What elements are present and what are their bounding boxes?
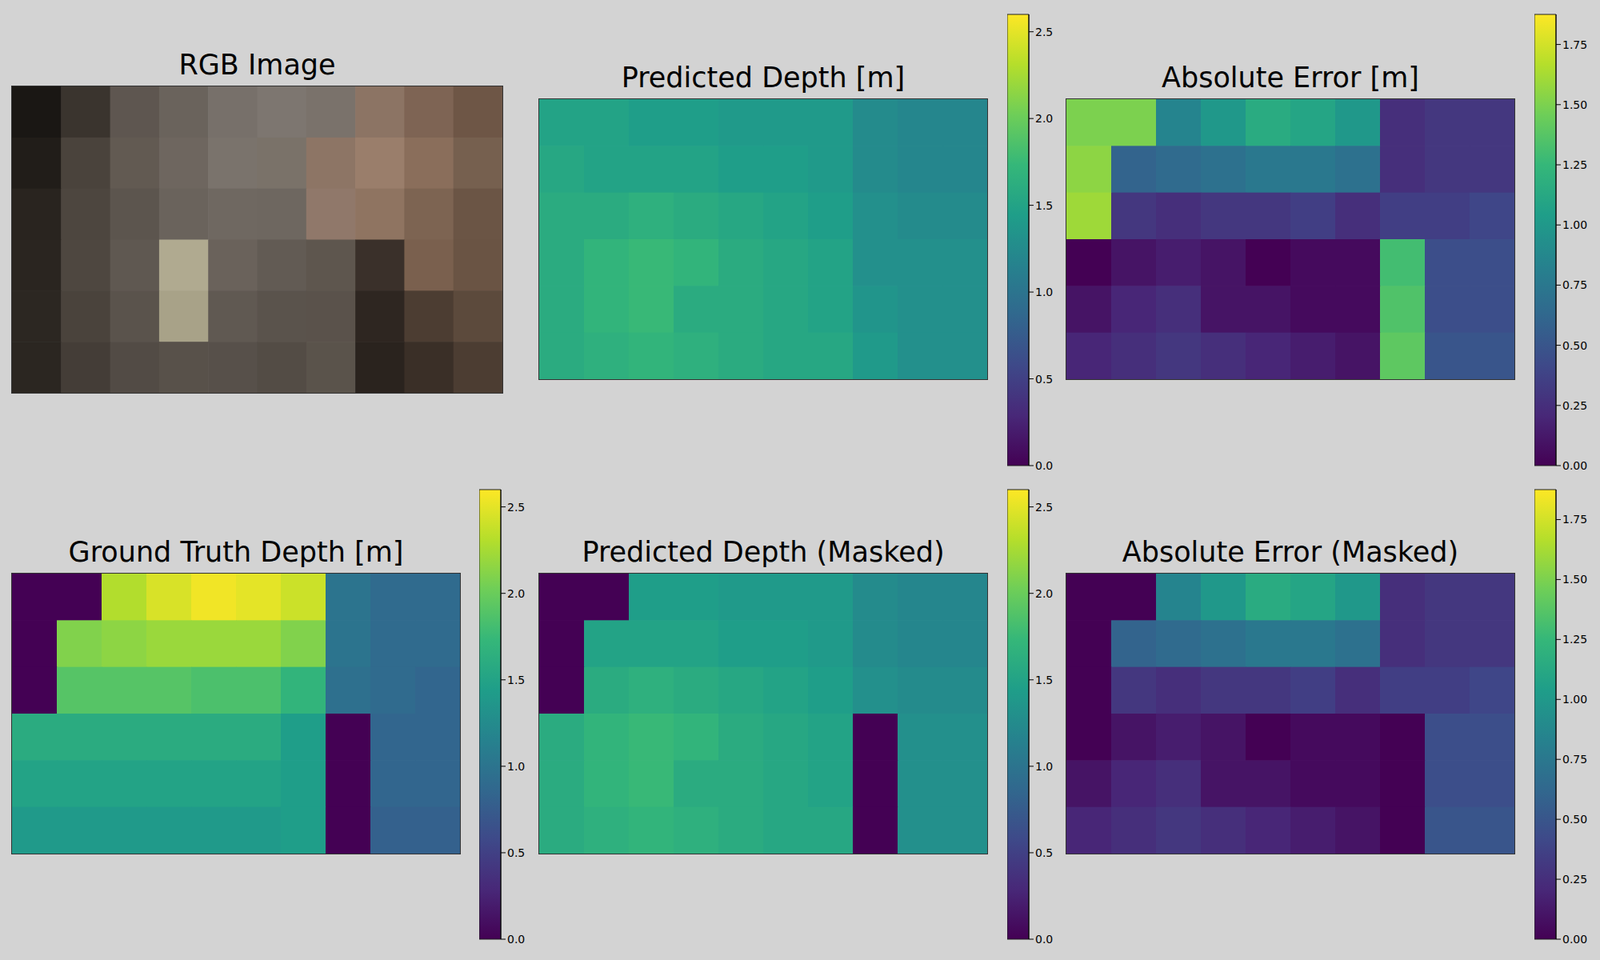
svg-text:1.5: 1.5 bbox=[507, 673, 525, 687]
svg-text:2.0: 2.0 bbox=[507, 587, 525, 600]
svg-text:0.50: 0.50 bbox=[1562, 339, 1588, 352]
svg-text:0.75: 0.75 bbox=[1562, 278, 1588, 292]
svg-text:0.00: 0.00 bbox=[1562, 459, 1588, 472]
svg-text:1.50: 1.50 bbox=[1562, 98, 1588, 112]
svg-text:0.25: 0.25 bbox=[1562, 872, 1588, 886]
svg-text:2.0: 2.0 bbox=[1035, 587, 1053, 600]
svg-text:2.5: 2.5 bbox=[507, 500, 525, 514]
svg-text:1.0: 1.0 bbox=[1035, 760, 1053, 773]
svg-text:1.25: 1.25 bbox=[1562, 158, 1588, 172]
svg-text:0.5: 0.5 bbox=[1035, 372, 1053, 386]
svg-text:0.5: 0.5 bbox=[1035, 846, 1053, 860]
svg-text:1.75: 1.75 bbox=[1562, 38, 1588, 52]
html-text:Ground Truth Depth [m]: Ground Truth Depth [m] bbox=[68, 536, 404, 568]
svg-text:0.0: 0.0 bbox=[507, 932, 525, 946]
svg-text:0.0: 0.0 bbox=[1035, 459, 1053, 472]
svg-text:1.5: 1.5 bbox=[1035, 673, 1053, 687]
svg-text:2.5: 2.5 bbox=[1035, 25, 1053, 39]
svg-text:1.0: 1.0 bbox=[507, 760, 525, 773]
html-text:RGB Image: RGB Image bbox=[178, 48, 336, 81]
svg-text:0.75: 0.75 bbox=[1562, 752, 1588, 766]
svg-text:1.50: 1.50 bbox=[1562, 572, 1588, 586]
html-text:Predicted Depth (Masked): Predicted Depth (Masked) bbox=[581, 536, 945, 568]
svg-text:1.5: 1.5 bbox=[1035, 199, 1053, 212]
svg-text:1.75: 1.75 bbox=[1562, 512, 1588, 526]
html-text:Predicted Depth [m]: Predicted Depth [m] bbox=[621, 61, 906, 94]
svg-text:0.00: 0.00 bbox=[1562, 932, 1588, 946]
html-text:Absolute Error (Masked): Absolute Error (Masked) bbox=[1122, 536, 1459, 568]
svg-text:0.25: 0.25 bbox=[1562, 399, 1588, 412]
html-text:Absolute Error [m]: Absolute Error [m] bbox=[1161, 61, 1420, 94]
svg-text:1.00: 1.00 bbox=[1562, 692, 1588, 706]
svg-text:0.0: 0.0 bbox=[1035, 932, 1053, 946]
svg-text:1.0: 1.0 bbox=[1035, 285, 1053, 299]
svg-text:0.5: 0.5 bbox=[507, 846, 525, 860]
svg-text:2.5: 2.5 bbox=[1035, 500, 1053, 514]
svg-text:2.0: 2.0 bbox=[1035, 112, 1053, 125]
svg-text:0.50: 0.50 bbox=[1562, 812, 1588, 826]
svg-text:1.25: 1.25 bbox=[1562, 632, 1588, 646]
svg-text:1.00: 1.00 bbox=[1562, 218, 1588, 232]
